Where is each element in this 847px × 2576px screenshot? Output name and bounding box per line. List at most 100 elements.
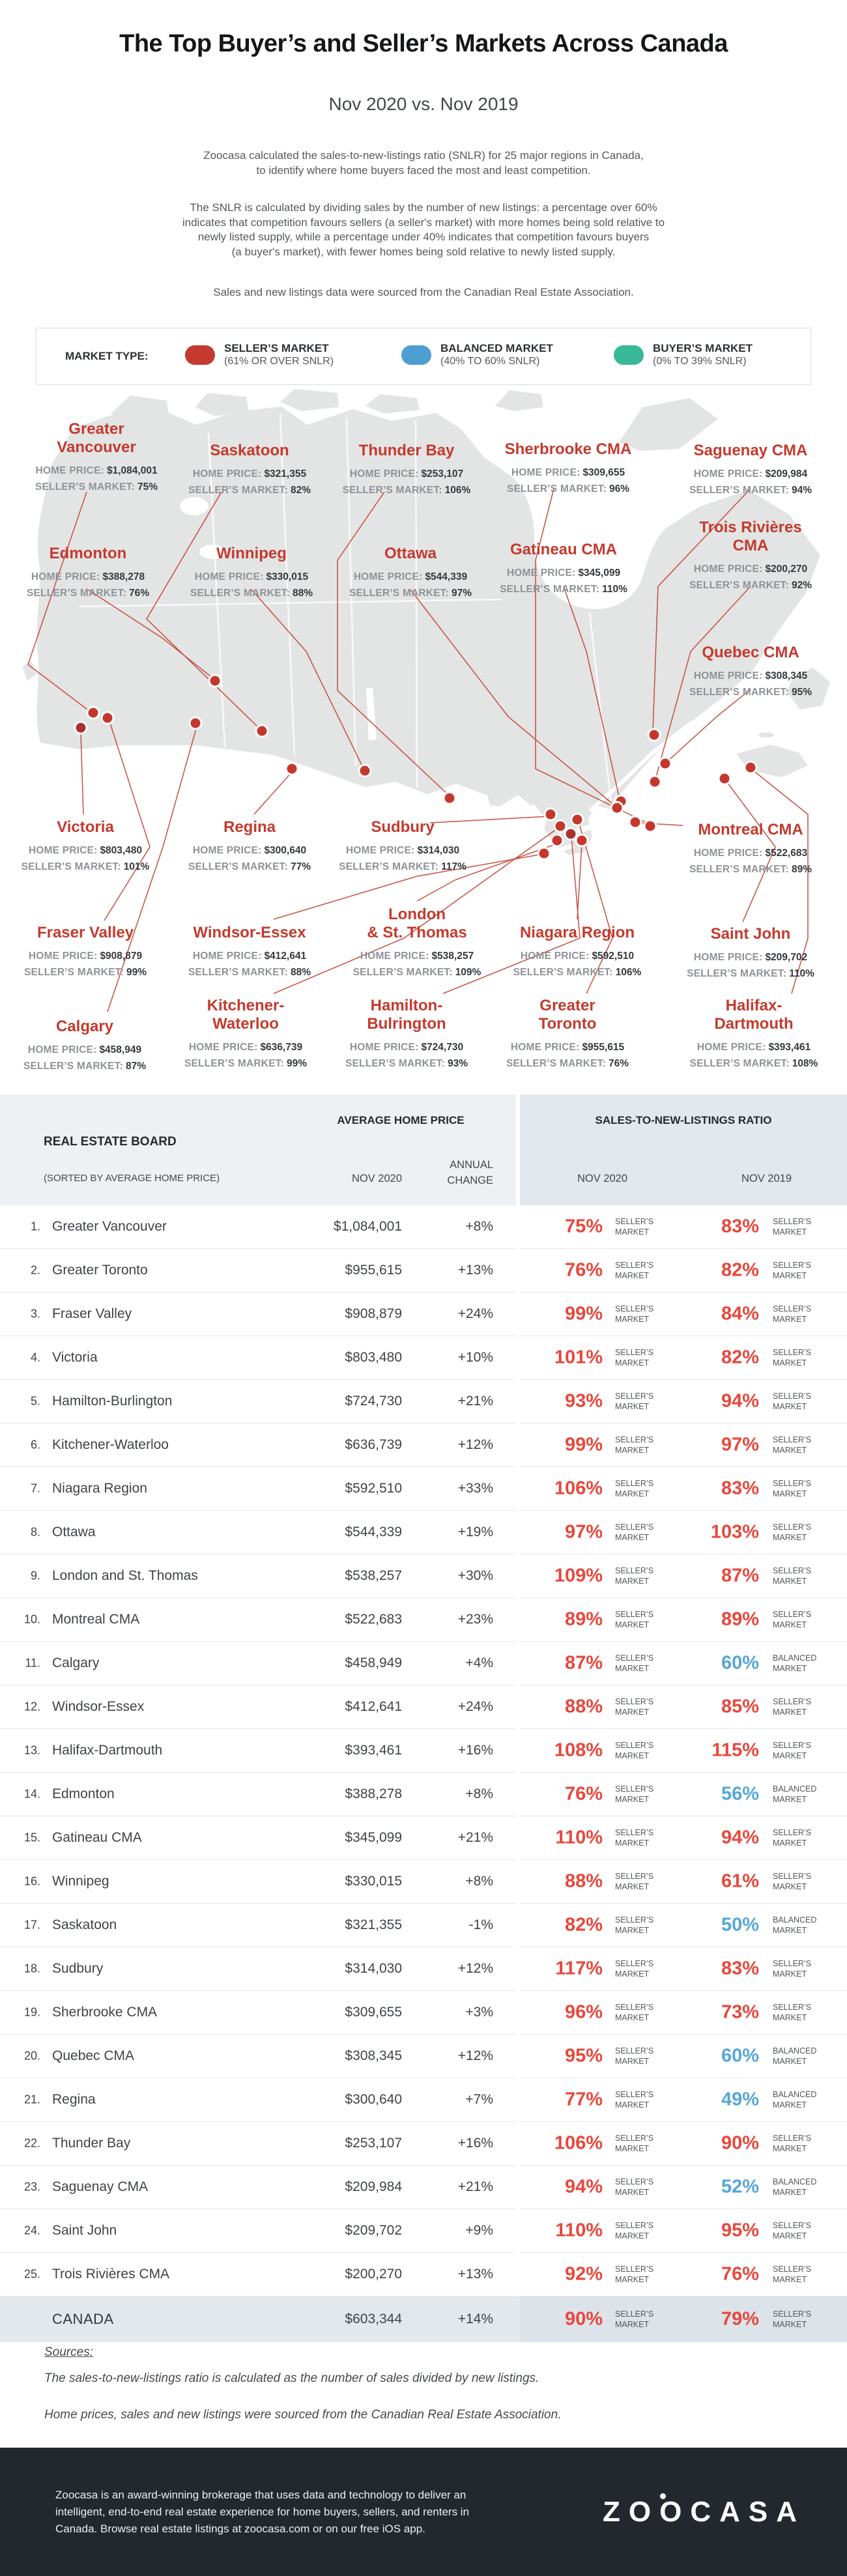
city-dot bbox=[717, 771, 732, 786]
snlr-2019-value: 73% bbox=[721, 2001, 759, 2023]
home-price-label: HOME PRICE: bbox=[511, 467, 581, 478]
home-price-label: HOME PRICE: bbox=[28, 951, 98, 962]
snlr-2020-market-label: SELLER’S MARKET bbox=[615, 2221, 654, 2240]
region-name: Calgary bbox=[52, 1655, 100, 1670]
map-region-label: Fraser Valley HOME PRICE: $908,879 SELLER… bbox=[4, 924, 167, 980]
snlr-2019-value: 82% bbox=[721, 1347, 759, 1368]
snlr-2019-value: 90% bbox=[721, 2132, 759, 2154]
snlr-label: SELLER’S MARKET: bbox=[689, 864, 789, 875]
connector-line bbox=[253, 771, 293, 815]
table-row: 17. Saskatoon $321,355 -1% 82% SELLER’S … bbox=[0, 1904, 847, 1947]
snlr-value: 88% bbox=[291, 967, 311, 978]
snlr-2020-market-label: SELLER’S MARKET bbox=[615, 1828, 654, 1848]
table-row: 3. Fraser Valley $908,879 +24% 99% SELLE… bbox=[0, 1293, 847, 1336]
col-snlr-nov-2019: NOV 2019 bbox=[741, 1173, 792, 1184]
region-name: Saint John bbox=[52, 2223, 117, 2238]
annual-change: -1% bbox=[468, 1917, 493, 1932]
home-price-value: $908,879 bbox=[100, 951, 143, 962]
map-region-title: Calgary bbox=[55, 1018, 114, 1035]
connector-line bbox=[655, 586, 751, 780]
annual-change: +8% bbox=[465, 1786, 493, 1801]
col-group-average-home-price: AVERAGE HOME PRICE bbox=[337, 1114, 465, 1126]
home-price-value: $592,510 bbox=[592, 951, 635, 962]
snlr-2020-market-label: SELLER’S MARKET bbox=[615, 2265, 654, 2284]
snlr-2020-value: 109% bbox=[554, 1565, 603, 1586]
snlr-2020-value: 90% bbox=[564, 2308, 603, 2330]
avg-home-price: $309,655 bbox=[345, 2005, 402, 2020]
map-region-label: London & St. Thomas HOME PRICE: $538,257 … bbox=[336, 906, 498, 980]
home-price-label: HOME PRICE: bbox=[506, 567, 576, 579]
annual-change: +21% bbox=[457, 1830, 493, 1845]
connector-line bbox=[751, 769, 809, 994]
snlr-2019-market-label: SELLER’S MARKET bbox=[773, 1523, 812, 1542]
home-price-value: $200,270 bbox=[765, 564, 808, 575]
snlr-value: 101% bbox=[123, 861, 150, 872]
home-price-value: $724,730 bbox=[421, 1042, 464, 1053]
region-name: Greater Toronto bbox=[52, 1263, 148, 1278]
avg-home-price: $321,355 bbox=[345, 1917, 402, 1932]
home-price-label: HOME PRICE: bbox=[510, 1042, 580, 1053]
rank: 21. bbox=[23, 2093, 40, 2106]
annual-change: +3% bbox=[465, 2005, 493, 2020]
rank: 11. bbox=[25, 1656, 40, 1670]
snlr-2019-value: 87% bbox=[721, 1565, 759, 1586]
home-price-label: HOME PRICE: bbox=[693, 564, 763, 575]
snlr-value: 109% bbox=[455, 967, 481, 978]
annual-change: +30% bbox=[457, 1568, 493, 1583]
avg-home-price: $393,461 bbox=[345, 1743, 402, 1758]
snlr-value: 82% bbox=[291, 485, 311, 496]
rank: 25. bbox=[23, 2267, 40, 2281]
map-region-label: Gatineau CMA HOME PRICE: $345,099 SELLER’… bbox=[482, 541, 645, 597]
city-dot bbox=[575, 833, 589, 848]
city-dot bbox=[570, 812, 584, 827]
map-region-title: Montreal CMA bbox=[698, 821, 803, 838]
snlr-2019-value: 82% bbox=[721, 1259, 759, 1281]
snlr-2019-value: 95% bbox=[721, 2220, 759, 2241]
city-dot bbox=[358, 764, 372, 778]
snlr-2019-value: 85% bbox=[721, 1696, 759, 1717]
snlr-2019-market-label: SELLER’S MARKET bbox=[773, 1479, 812, 1498]
home-price-value: $538,257 bbox=[431, 951, 474, 962]
annual-change: +9% bbox=[465, 2223, 493, 2238]
snlr-label: SELLER’S MARKET: bbox=[188, 967, 288, 978]
home-price-label: HOME PRICE: bbox=[35, 465, 104, 476]
snlr-value: 110% bbox=[602, 584, 627, 595]
snlr-value: 96% bbox=[609, 483, 630, 494]
city-dot bbox=[285, 762, 299, 776]
city-dot bbox=[100, 711, 115, 725]
footer: Zoocasa is an award-winning brokerage th… bbox=[0, 2448, 847, 2576]
snlr-value: 108% bbox=[792, 1058, 818, 1069]
region-name: Halifax-Dartmouth bbox=[52, 1743, 163, 1758]
snlr-label: SELLER’S MARKET: bbox=[342, 485, 442, 496]
snlr-label: SELLER’S MARKET: bbox=[188, 861, 288, 872]
snlr-value: 117% bbox=[441, 861, 467, 872]
table-row: 22. Thunder Bay $253,107 +16% 106% SELLE… bbox=[0, 2122, 847, 2166]
snlr-label: SELLER’S MARKET: bbox=[21, 861, 121, 872]
home-price-label: HOME PRICE: bbox=[192, 951, 262, 962]
snlr-2020-value: 77% bbox=[564, 2089, 603, 2110]
snlr-2020-market-label: SELLER’S MARKET bbox=[615, 1523, 654, 1542]
legend-name: BALANCED MARKET bbox=[440, 342, 553, 354]
home-price-label: HOME PRICE: bbox=[360, 951, 429, 962]
snlr-2020-market-label: SELLER’S MARKET bbox=[615, 1653, 654, 1673]
snlr-value: 89% bbox=[792, 864, 812, 875]
avg-home-price: $209,984 bbox=[345, 2179, 402, 2194]
annual-change: +12% bbox=[457, 2048, 493, 2063]
snlr-value: 92% bbox=[792, 580, 812, 591]
buyers-market-swatch-icon bbox=[614, 345, 644, 365]
snlr-2020-market-label: SELLER’S MARKET bbox=[615, 2003, 654, 2022]
home-price-label: HOME PRICE: bbox=[349, 468, 419, 479]
page-subtitle: Nov 2020 vs. Nov 2019 bbox=[328, 94, 519, 114]
canada-landmass bbox=[22, 389, 830, 855]
table-row: 7. Niagara Region $592,510 +33% 106% SEL… bbox=[0, 1467, 847, 1511]
map-region-title: Winnipeg bbox=[216, 545, 287, 562]
city-dot bbox=[553, 819, 567, 833]
table-row: 14. Edmonton $388,278 +8% 76% SELLER’S M… bbox=[0, 1773, 847, 1816]
map-region-title: Kitchener- Waterloo bbox=[207, 997, 285, 1033]
snlr-value: 77% bbox=[291, 861, 311, 872]
map-region-title: Trois Rivières CMA bbox=[699, 519, 802, 554]
table-row: 9. London and St. Thomas $538,257 +30% 1… bbox=[0, 1554, 847, 1598]
map-region-label: Thunder Bay HOME PRICE: $253,107 SELLER’S… bbox=[325, 442, 488, 498]
map-region-title: Windsor-Essex bbox=[193, 924, 306, 941]
snlr-2020-market-label: SELLER’S MARKET bbox=[615, 2177, 654, 2197]
